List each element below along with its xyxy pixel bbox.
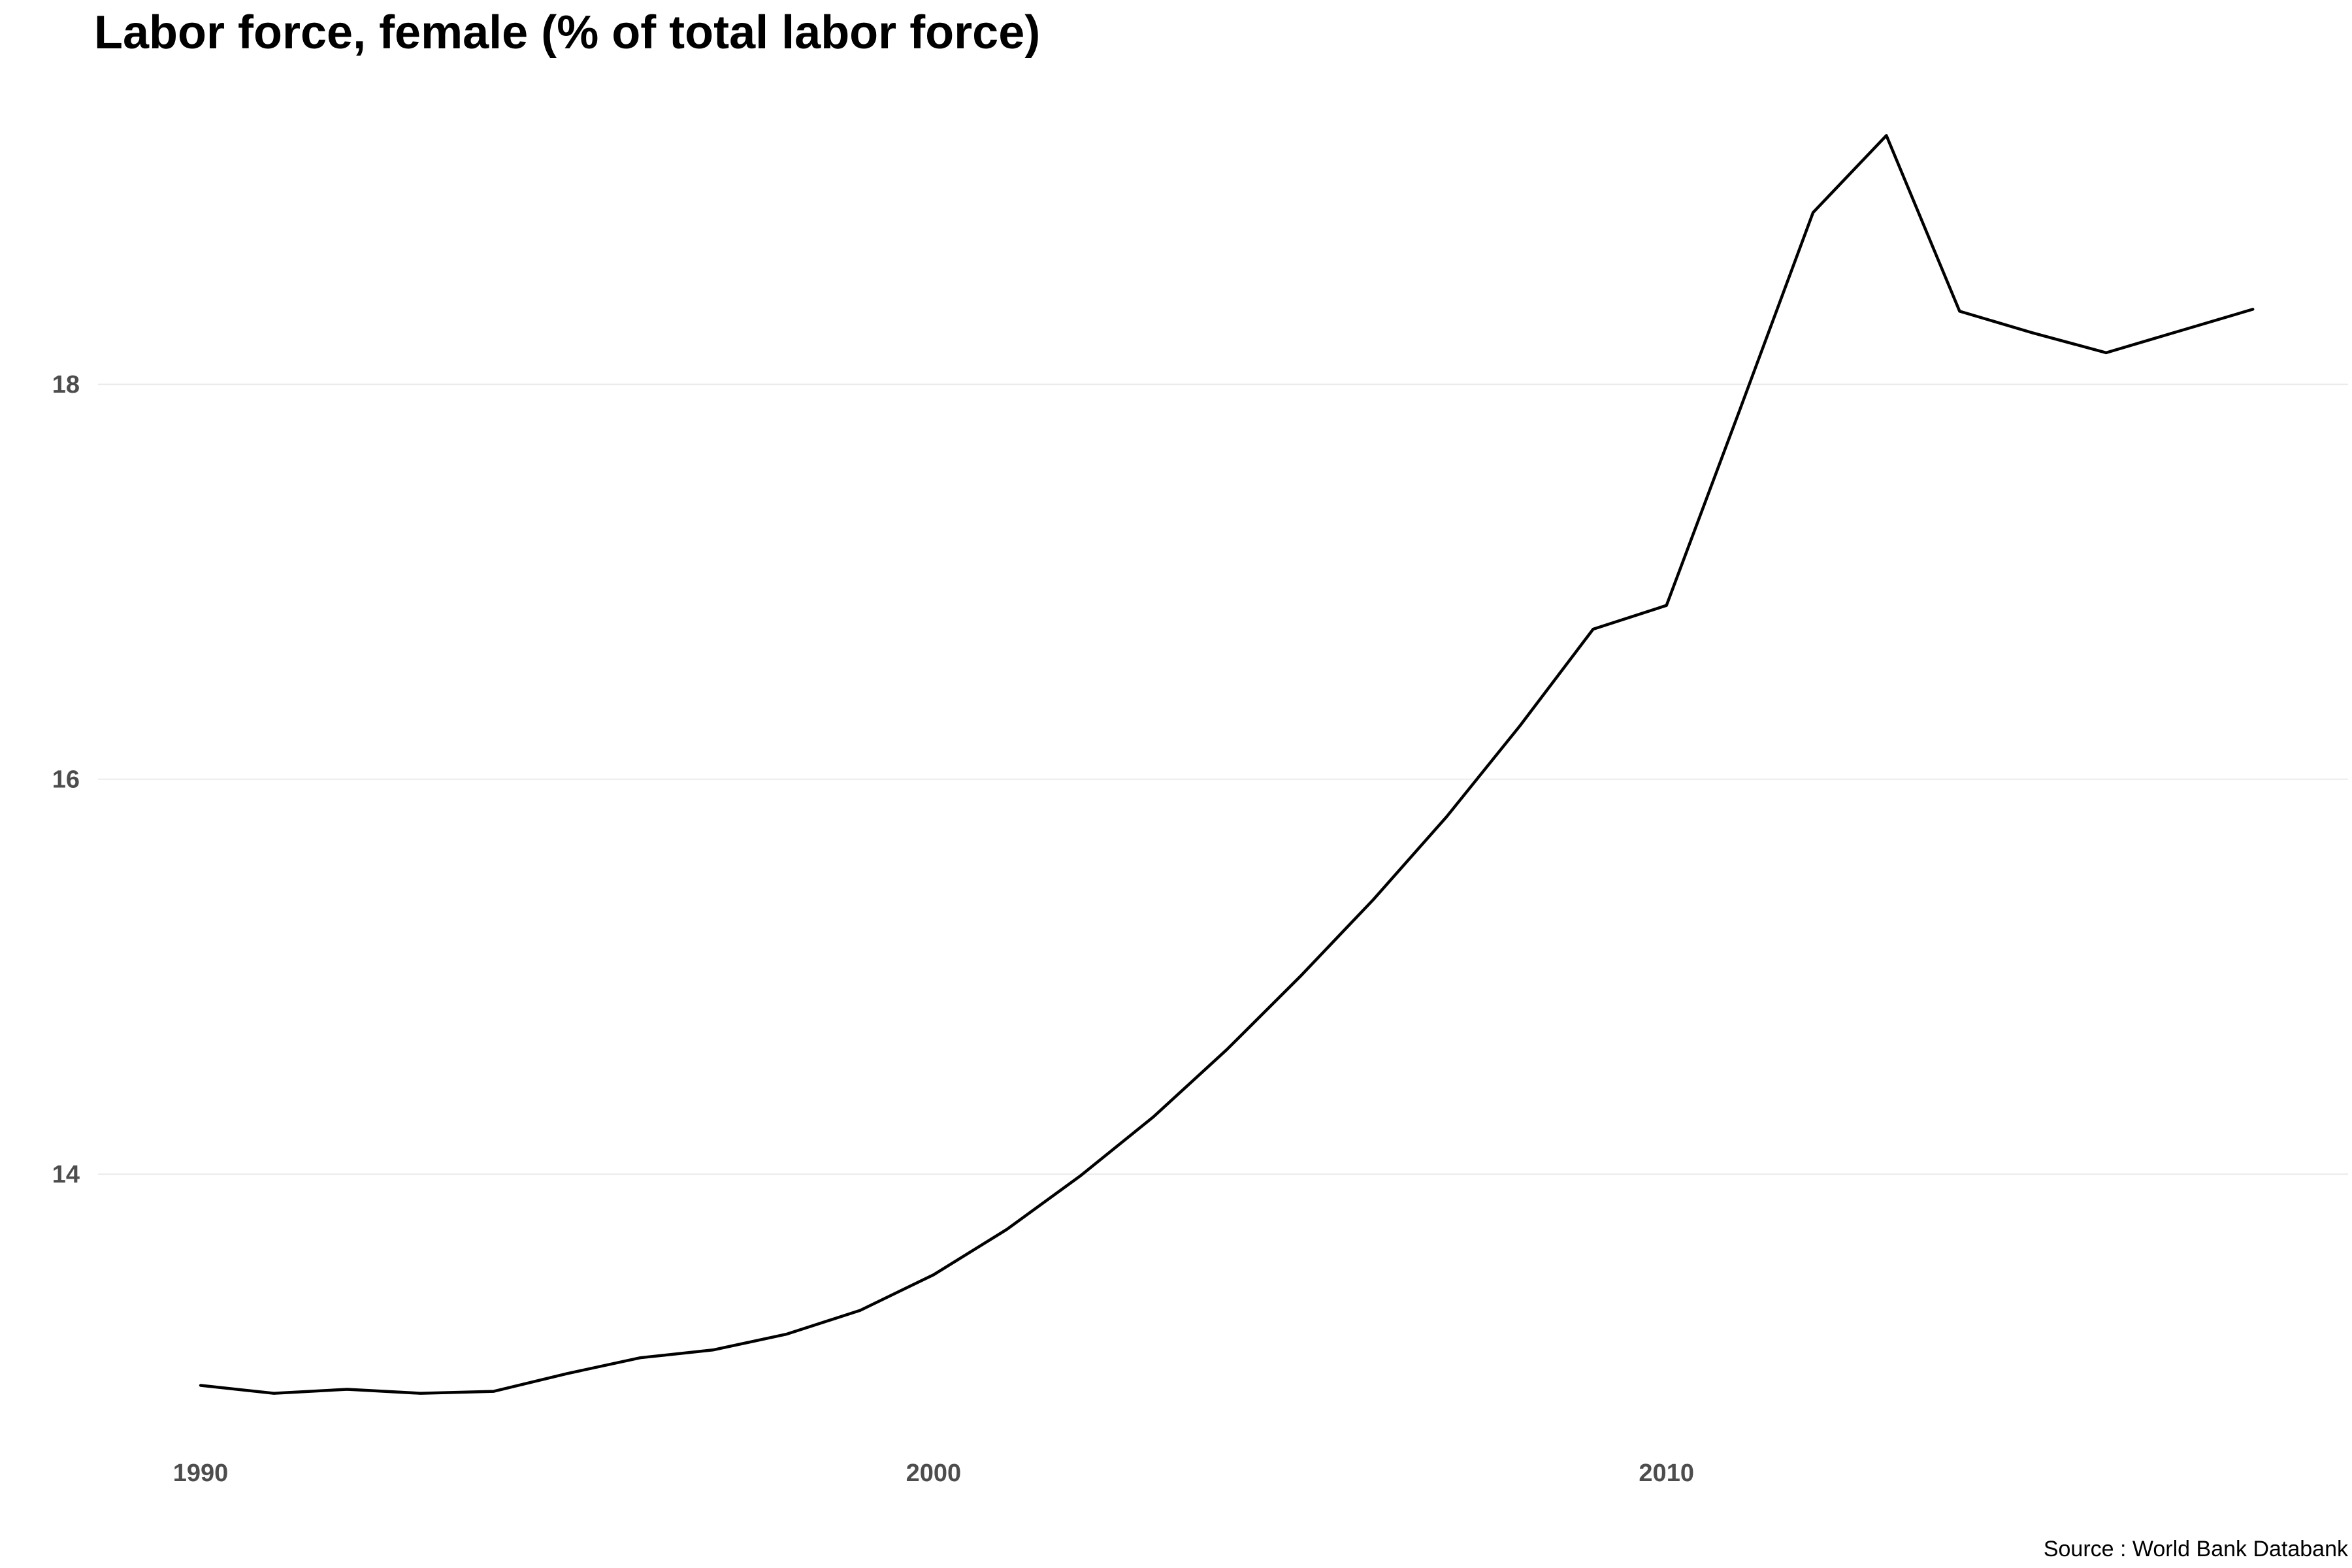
- y-gridlines: [98, 384, 2348, 1175]
- chart-caption: Source : World Bank Databank: [2044, 1537, 2349, 1561]
- chart-title: Labor force, female (% of total labor fo…: [94, 7, 1040, 59]
- series-line: [199, 134, 2255, 1395]
- x-tick-label: 2010: [1639, 1460, 1694, 1487]
- x-tick-label: 2000: [906, 1460, 962, 1487]
- y-tick-label: 14: [52, 1161, 80, 1188]
- y-axis-tick-labels: 14 16 18: [52, 371, 80, 1188]
- y-tick-label: 16: [52, 766, 80, 794]
- x-tick-label: 1990: [173, 1460, 229, 1487]
- y-tick-label: 18: [52, 371, 80, 399]
- x-axis-tick-labels: 1990 2000 2010: [173, 1460, 1694, 1487]
